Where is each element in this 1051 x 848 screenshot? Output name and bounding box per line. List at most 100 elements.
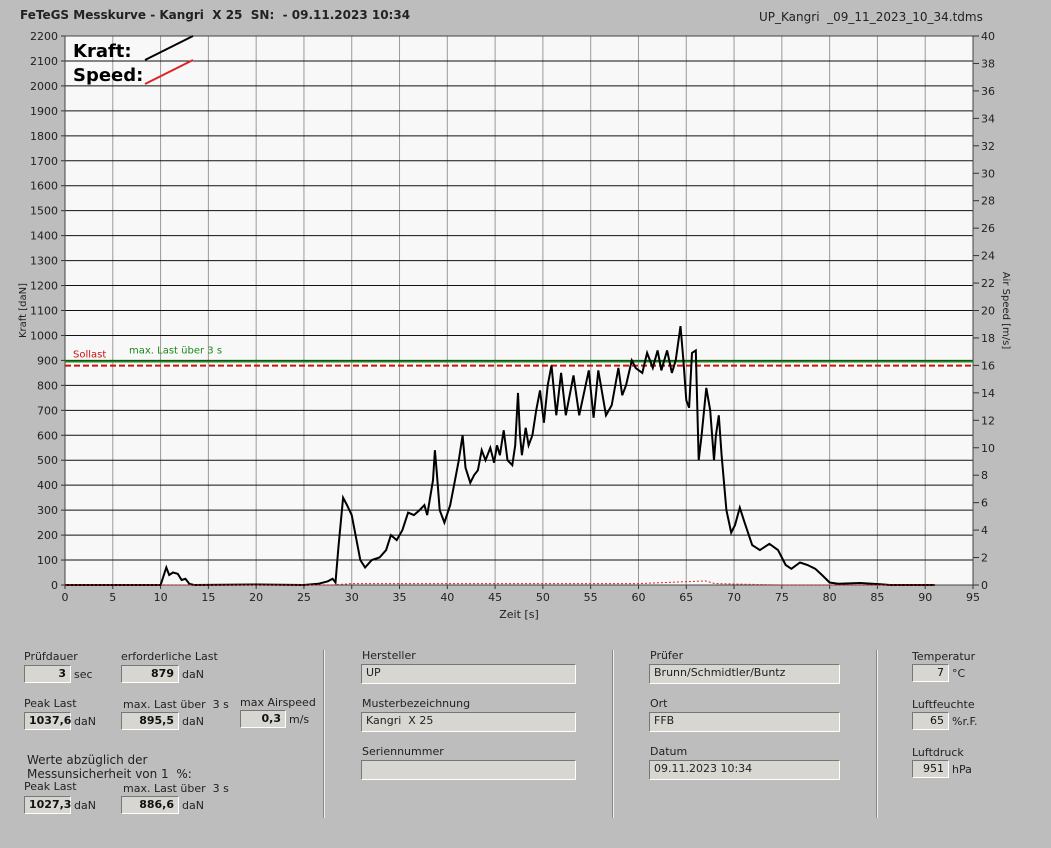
y2-tick-label: 18 — [981, 332, 995, 345]
field-value: FFB — [649, 712, 840, 732]
y-tick-label: 1000 — [30, 329, 58, 342]
y-tick-label: 300 — [37, 504, 58, 517]
legend-swatch — [144, 59, 194, 85]
field-unit: m/s — [289, 713, 310, 726]
legend-swatch — [144, 35, 194, 61]
x-tick-label: 50 — [536, 591, 550, 604]
y-tick-label: 1500 — [30, 205, 58, 218]
legend-label: Speed: — [73, 65, 143, 86]
y2-tick-label: 26 — [981, 222, 995, 235]
x-tick-label: 80 — [823, 591, 837, 604]
field-label: Peak Last — [24, 780, 77, 793]
y-tick-label: 100 — [37, 554, 58, 567]
y-tick-label: 2100 — [30, 55, 58, 68]
x-tick-label: 70 — [727, 591, 741, 604]
plot-frame — [64, 35, 974, 586]
reference-label: Sollast — [73, 350, 106, 361]
field-value: 879 — [121, 665, 179, 683]
field-unit: sec — [74, 668, 93, 681]
note: Werte abzüglich der — [27, 753, 148, 767]
y2-tick-label: 22 — [981, 277, 995, 290]
x-tick-label: 20 — [249, 591, 263, 604]
y-tick-label: 400 — [37, 479, 58, 492]
x-tick-label: 90 — [918, 591, 932, 604]
field-value: 895,5 — [121, 712, 179, 730]
y2-tick-label: 14 — [981, 387, 995, 400]
y-tick-label: 200 — [37, 529, 58, 542]
field-label: Luftdruck — [912, 746, 964, 759]
field-label: erforderliche Last — [121, 650, 218, 663]
y2-tick-label: 2 — [981, 552, 988, 565]
separator — [323, 650, 325, 818]
y-tick-label: 1800 — [30, 130, 58, 143]
field-value: 7 — [912, 664, 949, 682]
field-unit: °C — [952, 667, 966, 680]
x-tick-label: 5 — [109, 591, 116, 604]
y-tick-label: 0 — [51, 579, 58, 592]
y2-tick-label: 32 — [981, 140, 995, 153]
x-tick-label: 55 — [584, 591, 598, 604]
field-unit: daN — [182, 668, 204, 681]
y2-tick-label: 30 — [981, 167, 995, 180]
force-line — [65, 325, 935, 587]
field-label: max Airspeed — [240, 696, 316, 709]
y-tick-label: 1900 — [30, 105, 58, 118]
field-unit: daN — [182, 799, 204, 812]
y2-tick-label: 10 — [981, 442, 995, 455]
y-tick-label: 1300 — [30, 255, 58, 268]
y2-tick-label: 24 — [981, 250, 995, 263]
y-tick-label: 2000 — [30, 80, 58, 93]
y2-tick-label: 8 — [981, 469, 988, 482]
y-tick-label: 500 — [37, 454, 58, 467]
y2-tick-label: 40 — [981, 30, 995, 43]
field-value: 1027,3 — [24, 796, 71, 814]
field-label: Luftfeuchte — [912, 698, 975, 711]
y2-tick-label: 36 — [981, 85, 995, 98]
field-unit: daN — [74, 799, 96, 812]
field-label: Hersteller — [362, 649, 416, 662]
y2-tick-label: 28 — [981, 195, 995, 208]
y-tick-label: 900 — [37, 354, 58, 367]
field-label: Seriennummer — [362, 745, 444, 758]
y-axis-label: Kraft [daN] — [18, 283, 29, 338]
field-value: Brunn/Schmidtler/Buntz — [649, 664, 840, 684]
field-label: Temperatur — [912, 650, 976, 663]
reference-label: max. Last über 3 s — [129, 346, 222, 357]
y2-tick-label: 6 — [981, 497, 988, 510]
separator — [876, 650, 878, 818]
field-label: Peak Last — [24, 697, 77, 710]
y2-tick-label: 0 — [981, 579, 988, 592]
y2-axis-label: Air Speed [m/s] — [1000, 272, 1011, 350]
y2-tick-label: 20 — [981, 305, 995, 318]
y2-tick-label: 4 — [981, 524, 988, 537]
x-tick-label: 75 — [775, 591, 789, 604]
field-label: max. Last über 3 s — [123, 782, 229, 795]
x-axis-label: Zeit [s] — [499, 608, 538, 621]
y-tick-label: 600 — [37, 429, 58, 442]
field-value: UP — [361, 664, 576, 684]
field-value: 65 — [912, 712, 949, 730]
field-unit: %r.F. — [952, 715, 978, 728]
x-tick-label: 10 — [154, 591, 168, 604]
file-name: UP_Kangri _09_11_2023_10_34.tdms — [759, 10, 983, 24]
y-tick-label: 1600 — [30, 180, 58, 193]
separator — [612, 650, 614, 818]
field-unit: hPa — [952, 763, 972, 776]
field-value: 0,3 — [240, 710, 286, 728]
y-tick-label: 1100 — [30, 305, 58, 318]
y-tick-label: 800 — [37, 379, 58, 392]
y2-tick-label: 12 — [981, 414, 995, 427]
field-value: 1037,6 — [24, 712, 71, 730]
field-unit: daN — [182, 715, 204, 728]
field-value — [361, 760, 576, 780]
x-tick-label: 30 — [345, 591, 359, 604]
field-value: 886,6 — [121, 796, 179, 814]
x-tick-label: 60 — [631, 591, 645, 604]
field-label: Musterbezeichnung — [362, 697, 471, 710]
x-tick-label: 95 — [966, 591, 980, 604]
field-label: Ort — [650, 697, 668, 710]
field-value: Kangri X 25 — [361, 712, 576, 732]
field-label: max. Last über 3 s — [123, 698, 229, 711]
y2-tick-label: 16 — [981, 359, 995, 372]
